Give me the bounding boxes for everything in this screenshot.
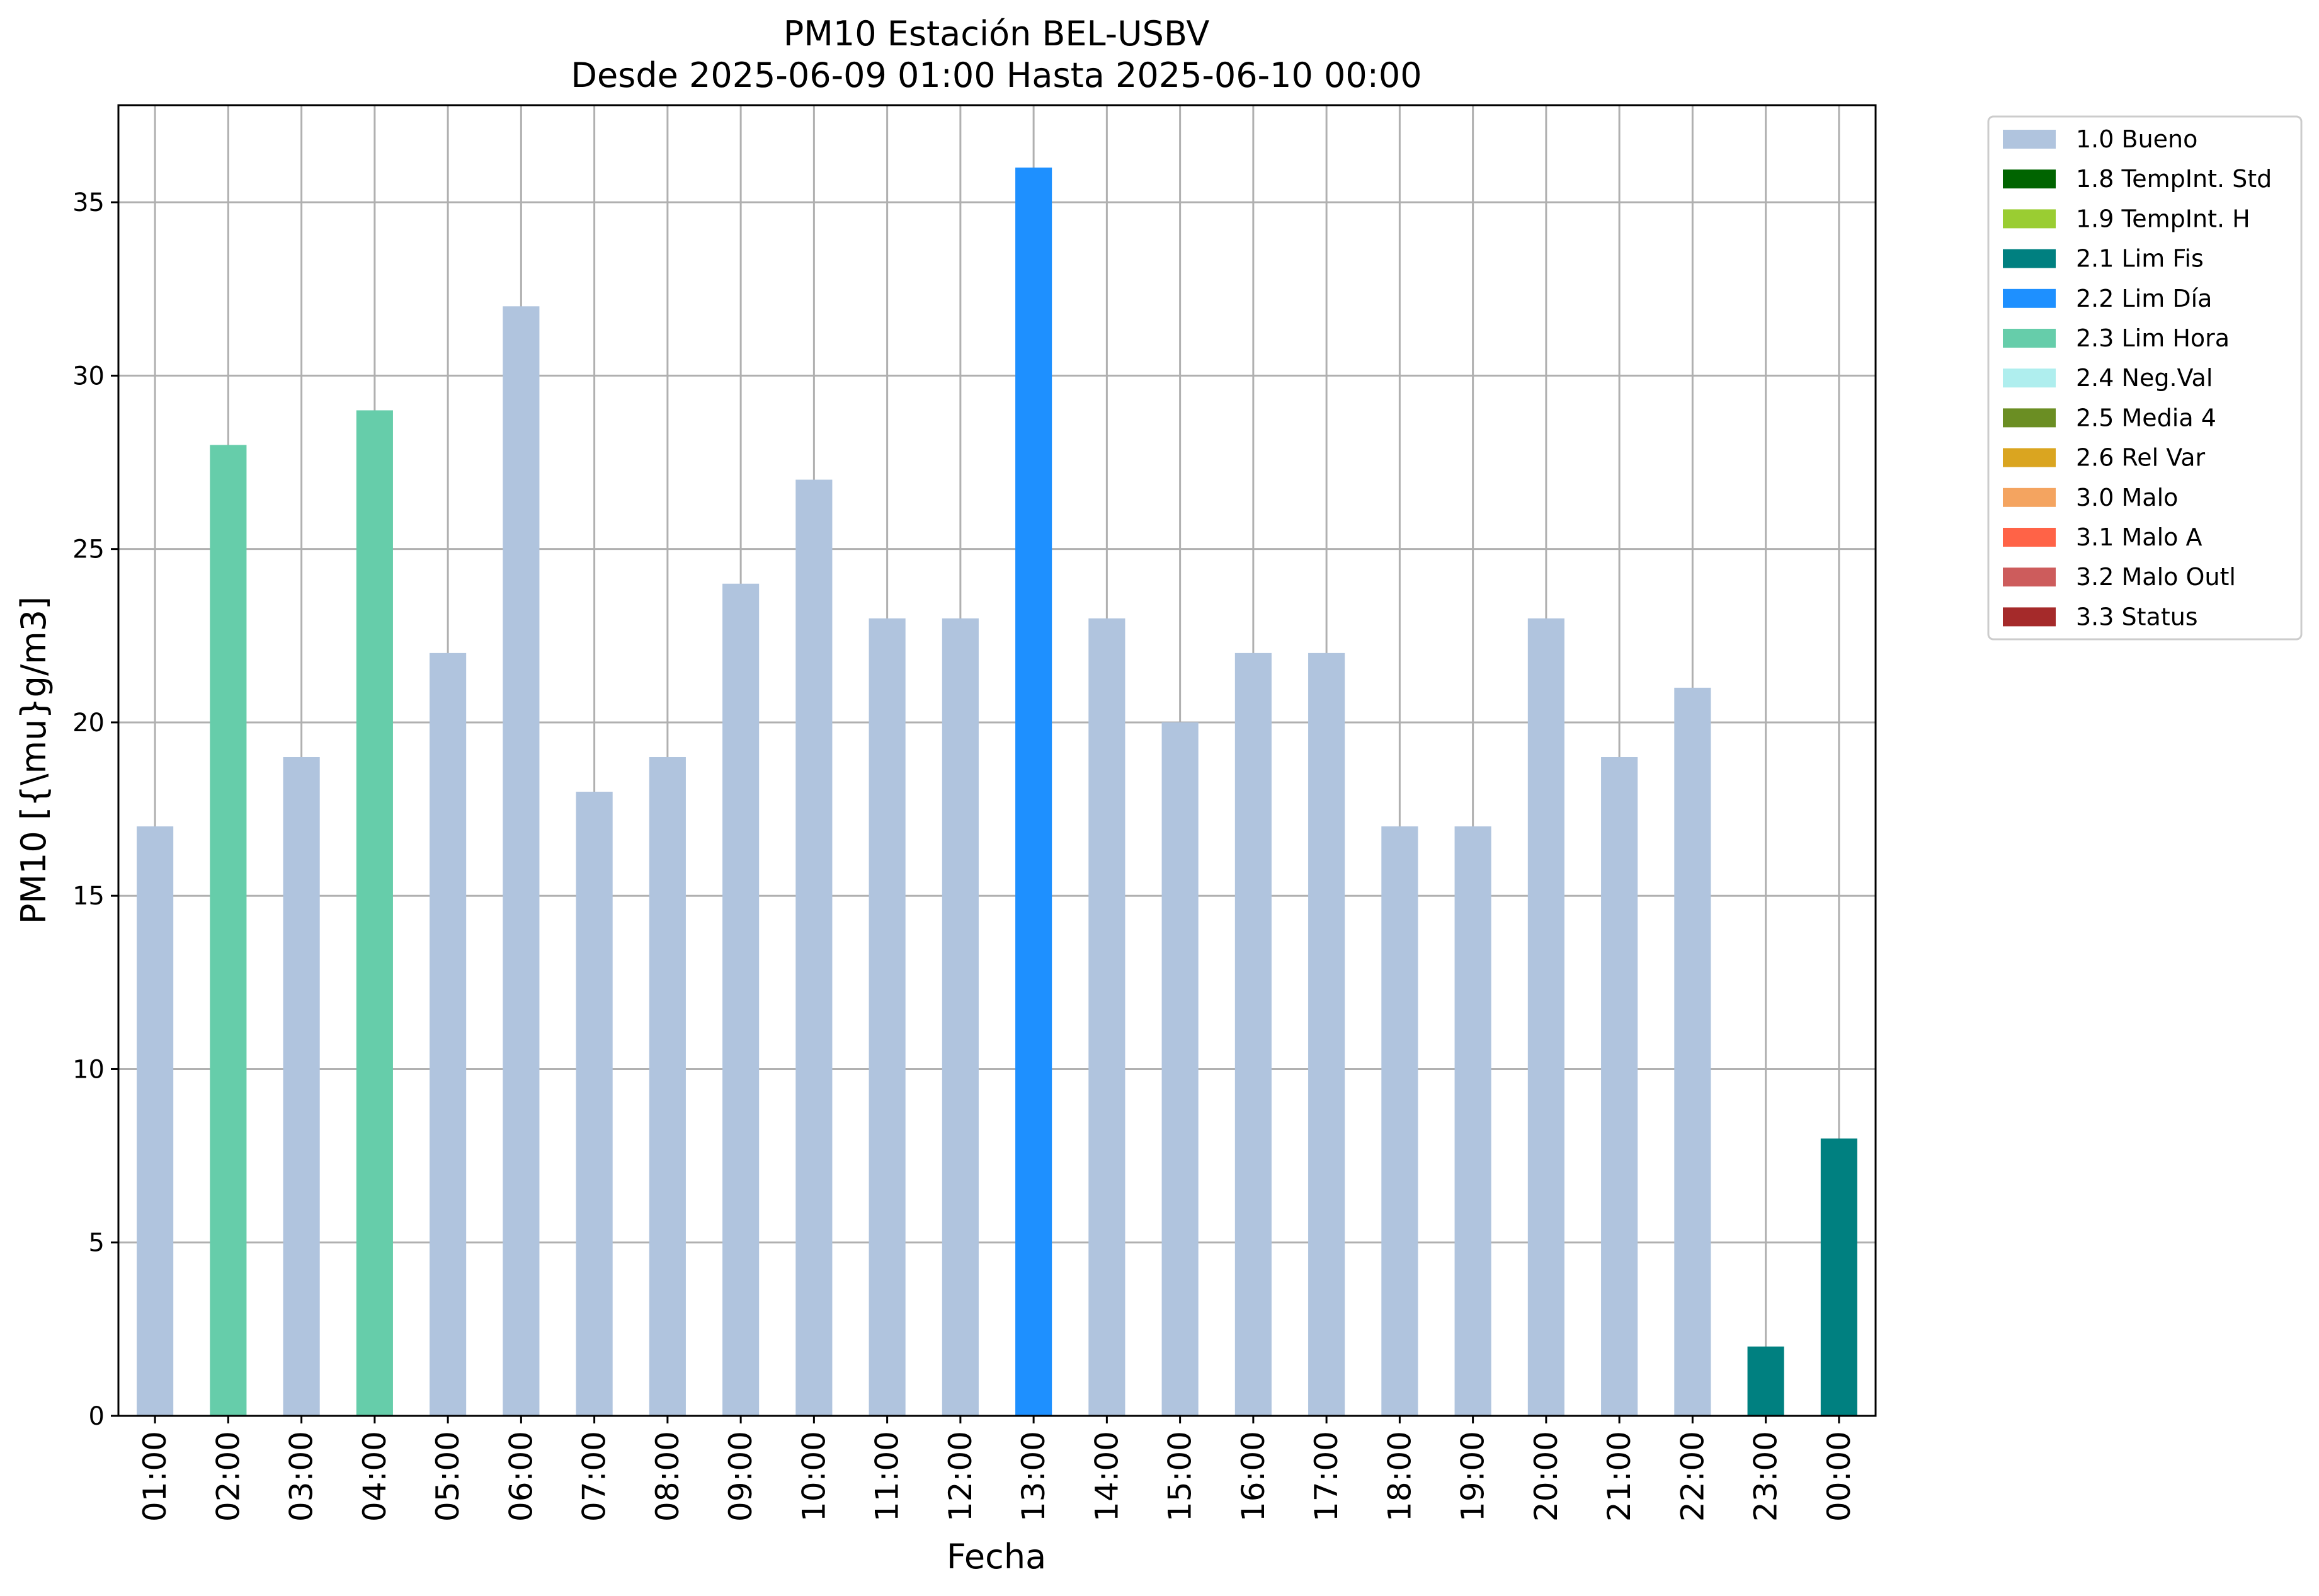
legend-entry-label: 2.6 Rel Var — [2076, 444, 2206, 472]
legend-entry-label: 1.9 TempInt. H — [2076, 205, 2250, 232]
bars — [137, 168, 1857, 1416]
legend-entry-label: 2.1 Lim Fis — [2076, 245, 2204, 273]
x-tick-label: 10:00 — [795, 1431, 832, 1522]
x-tick-label: 13:00 — [1015, 1431, 1052, 1522]
bar-2300 — [1747, 1346, 1784, 1416]
x-tick-label: 01:00 — [137, 1431, 173, 1522]
bar-0900 — [722, 583, 760, 1416]
bar-1700 — [1308, 653, 1345, 1416]
legend-entry-label: 1.0 Bueno — [2076, 125, 2197, 153]
legend-box — [1987, 115, 2303, 641]
bar-1000 — [795, 479, 833, 1416]
x-tick-label: 06:00 — [503, 1431, 539, 1522]
legend-entry-label: 2.2 Lim Día — [2076, 285, 2212, 312]
legend-swatch — [2003, 448, 2056, 467]
legend-swatch — [2003, 329, 2056, 348]
x-tick-label: 21:00 — [1601, 1431, 1638, 1522]
legend-entry-label: 2.3 Lim Hora — [2076, 324, 2230, 352]
bar-2000 — [1527, 618, 1564, 1416]
plot-frame — [117, 104, 1877, 1417]
y-axis-label: PM10 [{\mu}g/m3] — [14, 596, 54, 924]
bar-0600 — [503, 306, 540, 1416]
chart-title: PM10 Estación BEL-USBV — [783, 14, 1210, 54]
y-axis: 0 5 10 15 20 25 30 35 — [72, 188, 118, 1431]
legend-swatch — [2003, 288, 2056, 308]
bar-2100 — [1601, 756, 1638, 1416]
x-tick-label: 02:00 — [210, 1431, 246, 1522]
x-tick-label: 09:00 — [722, 1431, 759, 1522]
x-tick-label: 05:00 — [430, 1431, 466, 1522]
legend-swatch — [2003, 528, 2056, 547]
legend-swatch — [2003, 209, 2056, 229]
x-tick-label: 14:00 — [1088, 1431, 1125, 1522]
bar-1800 — [1381, 826, 1418, 1416]
bar-0800 — [649, 756, 686, 1416]
legend: 1.0 Bueno 1.8 TempInt. Std 1.9 TempInt. H 2… — [1987, 115, 2303, 641]
y-tick-label: 25 — [72, 535, 105, 564]
bar-1600 — [1234, 653, 1272, 1416]
x-tick-label: 08:00 — [649, 1431, 686, 1522]
bar-1100 — [869, 618, 906, 1416]
legend-swatch — [2003, 408, 2056, 428]
x-tick-label: 20:00 — [1528, 1431, 1564, 1522]
bar-1400 — [1088, 618, 1125, 1416]
legend-swatch — [2003, 368, 2056, 388]
legend-entry-label: 2.4 Neg.Val — [2076, 364, 2213, 392]
legend-swatch — [2003, 249, 2056, 268]
legend-entry-label: 3.1 Malo A — [2076, 523, 2202, 551]
bar-1500 — [1161, 722, 1199, 1416]
x-tick-label: 12:00 — [942, 1431, 979, 1522]
legend-swatch — [2003, 130, 2056, 149]
y-tick-label: 15 — [72, 882, 105, 911]
x-tick-label: 16:00 — [1235, 1431, 1272, 1522]
legend-swatch — [2003, 169, 2056, 189]
legend-entry-label: 3.2 Malo Outl — [2076, 563, 2236, 591]
y-tick-label: 35 — [72, 188, 105, 217]
x-tick-label: 22:00 — [1674, 1431, 1711, 1522]
legend-entry-label: 3.3 Status — [2076, 603, 2198, 630]
chart-subtitle: Desde 2025-06-09 01:00 Hasta 2025-06-10 … — [571, 55, 1422, 95]
y-tick-label: 30 — [72, 362, 105, 390]
legend-swatch — [2003, 567, 2056, 587]
bar-0500 — [430, 653, 467, 1416]
x-tick-label: 17:00 — [1308, 1431, 1345, 1522]
legend-entry-label: 1.8 TempInt. Std — [2076, 165, 2272, 193]
legend-entry-label: 3.0 Malo — [2076, 484, 2178, 511]
x-tick-label: 03:00 — [283, 1431, 320, 1522]
legend-swatch — [2003, 607, 2056, 627]
bar-0300 — [283, 756, 320, 1416]
legend-entry-label: 2.5 Media 4 — [2076, 404, 2216, 431]
y-tick-label: 20 — [72, 709, 105, 738]
bar-1200 — [942, 618, 979, 1416]
x-tick-label: 11:00 — [869, 1431, 906, 1522]
bar-2200 — [1674, 687, 1711, 1416]
x-tick-label: 07:00 — [576, 1431, 613, 1522]
bar-0100 — [137, 826, 174, 1416]
bar-1300 — [1015, 168, 1052, 1416]
bar-0700 — [576, 792, 613, 1416]
x-tick-label: 19:00 — [1455, 1431, 1491, 1522]
bar-1900 — [1454, 826, 1491, 1416]
bar-0000 — [1820, 1138, 1857, 1416]
x-tick-label: 15:00 — [1162, 1431, 1199, 1522]
y-tick-label: 10 — [72, 1055, 105, 1084]
x-tick-label: 00:00 — [1821, 1431, 1857, 1522]
x-tick-label: 23:00 — [1748, 1431, 1784, 1522]
bar-0400 — [356, 410, 393, 1416]
legend-swatch — [2003, 487, 2056, 507]
bar-0200 — [210, 445, 247, 1416]
y-tick-label: 0 — [89, 1402, 105, 1431]
y-tick-label: 5 — [89, 1229, 105, 1258]
x-tick-label: 18:00 — [1381, 1431, 1418, 1522]
x-axis: 01:00 02:00 03:00 04:00 05:00 06:00 07:00 08:00… — [137, 1416, 1857, 1522]
x-tick-label: 04:00 — [356, 1431, 393, 1522]
x-axis-label: Fecha — [947, 1537, 1046, 1576]
